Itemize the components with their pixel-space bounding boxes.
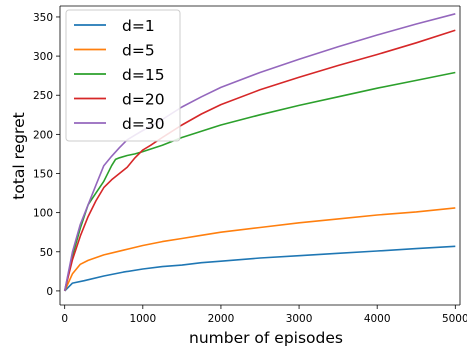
x-tick-label: 5000 [442,313,467,325]
y-tick-label: 300 [33,51,53,63]
y-tick-label: 100 [33,208,53,220]
x-ticks: 0 1000 2000 3000 4000 5000 [61,305,467,325]
x-axis-label: number of episodes [189,329,343,347]
y-tick-label: 150 [33,169,53,181]
legend-label: d=5 [122,42,155,60]
y-ticks: 0 50 100 150 200 250 300 350 [33,12,60,298]
legend-label: d=20 [122,91,165,109]
series-line-d5 [63,207,456,292]
series-line-d15 [63,71,456,292]
axes-frame [59,5,461,306]
x-tick-label: 0 [61,313,68,325]
legend-frame [65,9,181,142]
series-line-d1 [64,245,456,292]
y-tick-label: 0 [46,286,53,298]
x-tick-label: 3000 [286,313,313,325]
y-tick-label: 50 [40,247,53,259]
legend-label: d=1 [122,17,155,35]
series-layer [63,13,456,292]
legend: d=1 d=5 d=15 d=20 d=30 [65,9,181,142]
y-tick-label: 250 [33,90,53,102]
x-tick-label: 4000 [364,313,391,325]
x-tick-label: 2000 [208,313,235,325]
series-line-d20 [63,29,456,292]
y-tick-label: 350 [33,12,53,24]
legend-label: d=30 [122,115,165,133]
y-tick-label: 200 [33,129,53,141]
legend-label: d=15 [122,66,165,84]
x-tick-label: 1000 [129,313,156,325]
y-axis-label: total regret [10,112,28,199]
